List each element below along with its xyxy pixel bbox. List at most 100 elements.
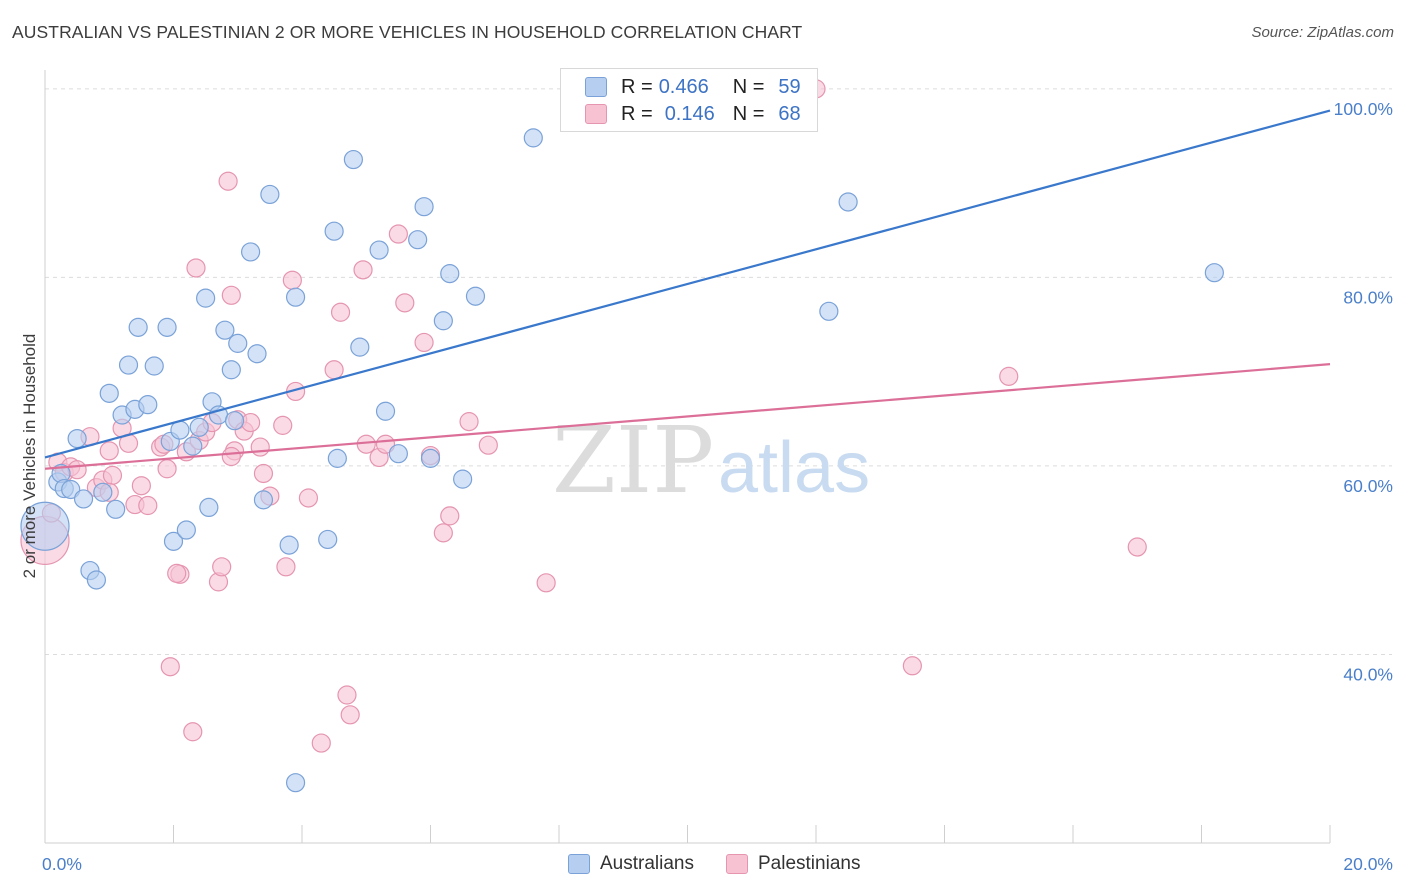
australians-point	[350, 337, 370, 357]
palestinians-point	[183, 722, 203, 742]
australians-point	[183, 436, 203, 456]
australians-point	[189, 417, 209, 437]
australians-point	[523, 128, 543, 148]
australians-point	[241, 242, 261, 262]
watermark: ZIP atlas	[552, 407, 870, 514]
source-label: Source: ZipAtlas.com	[1251, 24, 1394, 41]
palestinians-point	[276, 557, 296, 577]
palestinians-point	[157, 459, 177, 479]
australians-point	[414, 197, 434, 217]
palestinians-point	[337, 685, 357, 705]
australians-point	[453, 469, 473, 489]
australians-point	[247, 344, 267, 364]
legend-r-label: R =	[621, 75, 653, 98]
australians-point	[99, 383, 119, 403]
legend-item-palestinians[interactable]: Palestinians	[726, 853, 860, 875]
palestinians-point	[298, 488, 319, 508]
y-tick-label: 60.0%	[1343, 476, 1393, 496]
legend-swatch-palestinians	[726, 854, 748, 874]
palestinians-point	[1127, 537, 1147, 557]
australians-point	[138, 395, 158, 415]
australians-point	[157, 317, 177, 337]
x-tick-label: 20.0%	[1343, 854, 1393, 874]
palestinians-point	[330, 302, 351, 322]
palestinians-point	[902, 656, 922, 676]
palestinians-trend-line	[44, 363, 1331, 470]
australians-point	[260, 184, 280, 205]
grid-lines	[45, 88, 1392, 655]
australians-point	[420, 448, 441, 468]
legend-n-value: 68	[778, 102, 801, 125]
palestinians-point	[353, 260, 373, 280]
palestinians-point	[186, 258, 206, 278]
palestinians-point	[160, 657, 180, 677]
palestinians-point	[99, 441, 119, 461]
palestinians-point	[414, 332, 434, 353]
palestinians-point	[273, 415, 293, 435]
australians-point	[408, 230, 428, 250]
australians-point	[128, 317, 148, 337]
legend-item-australians[interactable]: Australians	[568, 853, 694, 875]
palestinians-point	[241, 412, 261, 433]
legend-row-australians: R = 0.466 N = 59	[585, 74, 801, 100]
australians-point	[440, 264, 460, 284]
australians-point	[176, 520, 196, 540]
palestinians-point	[536, 573, 556, 593]
australians-point	[196, 288, 216, 308]
australians-point	[369, 240, 389, 260]
palestinians-point	[282, 270, 302, 290]
australians-point	[375, 401, 396, 421]
australians-point	[106, 499, 126, 519]
australians-point	[215, 320, 235, 340]
australians-point	[343, 149, 363, 170]
legend-n-label: N =	[732, 102, 765, 125]
australians-point	[318, 529, 338, 550]
palestinians-point	[250, 437, 270, 457]
legend-row-palestinians: R = 0.146 N = 68	[585, 101, 801, 127]
australians-point	[388, 444, 408, 464]
australians-point	[118, 355, 139, 375]
legend-n-label: N =	[732, 75, 765, 98]
palestinians-point	[138, 495, 158, 516]
y-tick-label: 100.0%	[1334, 99, 1393, 119]
australians-points	[20, 128, 1224, 793]
watermark-atlas: atlas	[718, 428, 870, 508]
palestinians-point	[388, 224, 408, 244]
legend-r-value: 0.146	[664, 102, 715, 125]
australians-point	[61, 479, 81, 500]
palestinians-point	[459, 412, 479, 432]
palestinians-point	[440, 506, 460, 526]
legend-r-value: 0.466	[658, 75, 709, 98]
x-tick-label: 0.0%	[42, 854, 82, 874]
australians-point	[838, 192, 858, 212]
australians-point	[224, 411, 245, 431]
stats-legend: R = 0.466 N = 59 R = 0.146 N = 68	[560, 68, 818, 132]
tick-labels: 40.0% 60.0% 80.0% 100.0% 0.0% 20.0%	[42, 99, 1393, 874]
australians-point	[253, 490, 274, 510]
australians-point	[221, 360, 241, 380]
australians-point	[285, 287, 306, 307]
y-tick-label: 40.0%	[1343, 664, 1393, 684]
palestinians-point	[253, 463, 274, 484]
palestinians-point	[212, 557, 232, 577]
palestinians-point	[311, 733, 331, 753]
legend-swatch-australians	[568, 854, 590, 874]
palestinians-point	[221, 285, 241, 305]
palestinians-point	[221, 446, 241, 467]
palestinians-point	[102, 465, 123, 485]
australians-point	[144, 356, 164, 376]
australians-point	[819, 301, 839, 321]
palestinians-point	[340, 705, 360, 725]
chart-title: AUSTRALIAN VS PALESTINIAN 2 OR MORE VEHI…	[12, 22, 803, 42]
australians-trend-line	[44, 109, 1331, 459]
australians-point	[327, 448, 347, 468]
palestinians-point	[131, 476, 151, 496]
watermark-zip: ZIP	[552, 407, 714, 514]
trend-lines	[44, 109, 1331, 470]
palestinians-point	[478, 435, 498, 455]
legend-swatch-palestinians	[585, 104, 607, 124]
australians-point	[93, 482, 113, 502]
australians-point	[433, 311, 453, 331]
palestinians-point	[324, 360, 344, 380]
